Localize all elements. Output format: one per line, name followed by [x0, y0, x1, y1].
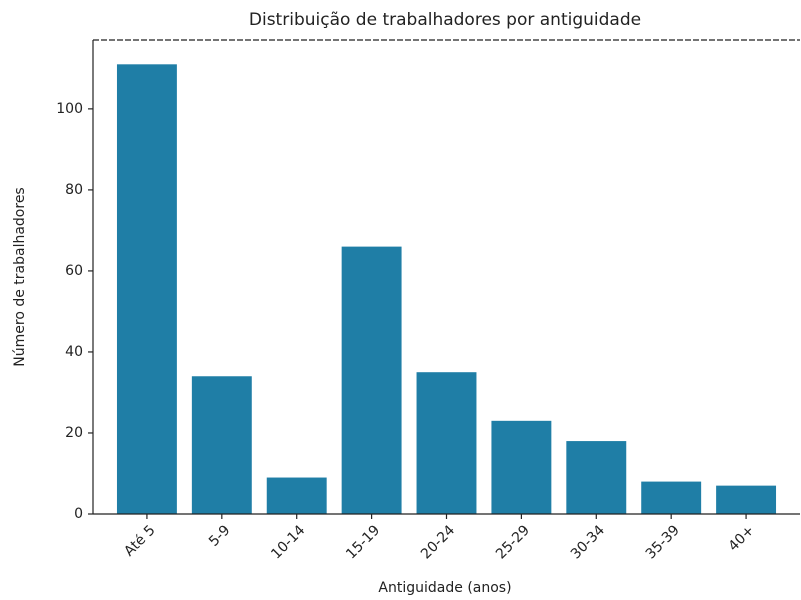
x-tick-label: 15-19 — [343, 522, 383, 562]
y-tick-label: 20 — [65, 425, 83, 441]
x-tick-label: 5-9 — [206, 522, 233, 549]
x-tick-label: 25-29 — [493, 522, 533, 562]
bar — [116, 64, 177, 515]
x-tick-label: Até 5 — [121, 522, 158, 559]
y-tick-label: 100 — [56, 101, 83, 117]
bar — [716, 485, 777, 514]
bar — [416, 372, 477, 514]
y-axis-label: Número de trabalhadores — [12, 187, 28, 366]
x-tick-label: 10-14 — [268, 522, 308, 562]
bar — [266, 477, 327, 514]
x-tick-label: 20-24 — [418, 522, 458, 562]
bar — [491, 420, 552, 514]
y-tick-label: 40 — [65, 344, 83, 360]
x-axis-label: Antiguidade (anos) — [378, 580, 511, 596]
x-tick-label: 30-34 — [568, 522, 608, 562]
y-tick-label: 80 — [65, 182, 83, 198]
y-tick-label: 60 — [65, 263, 83, 279]
bar — [566, 441, 627, 514]
y-tick-label: 0 — [74, 506, 83, 522]
x-tick-label: 40+ — [726, 522, 758, 554]
bar — [191, 376, 252, 514]
chart-title: Distribuição de trabalhadores por antigu… — [249, 10, 641, 30]
bar — [641, 481, 702, 514]
bar — [341, 246, 402, 514]
x-tick-label: 35-39 — [643, 522, 683, 562]
